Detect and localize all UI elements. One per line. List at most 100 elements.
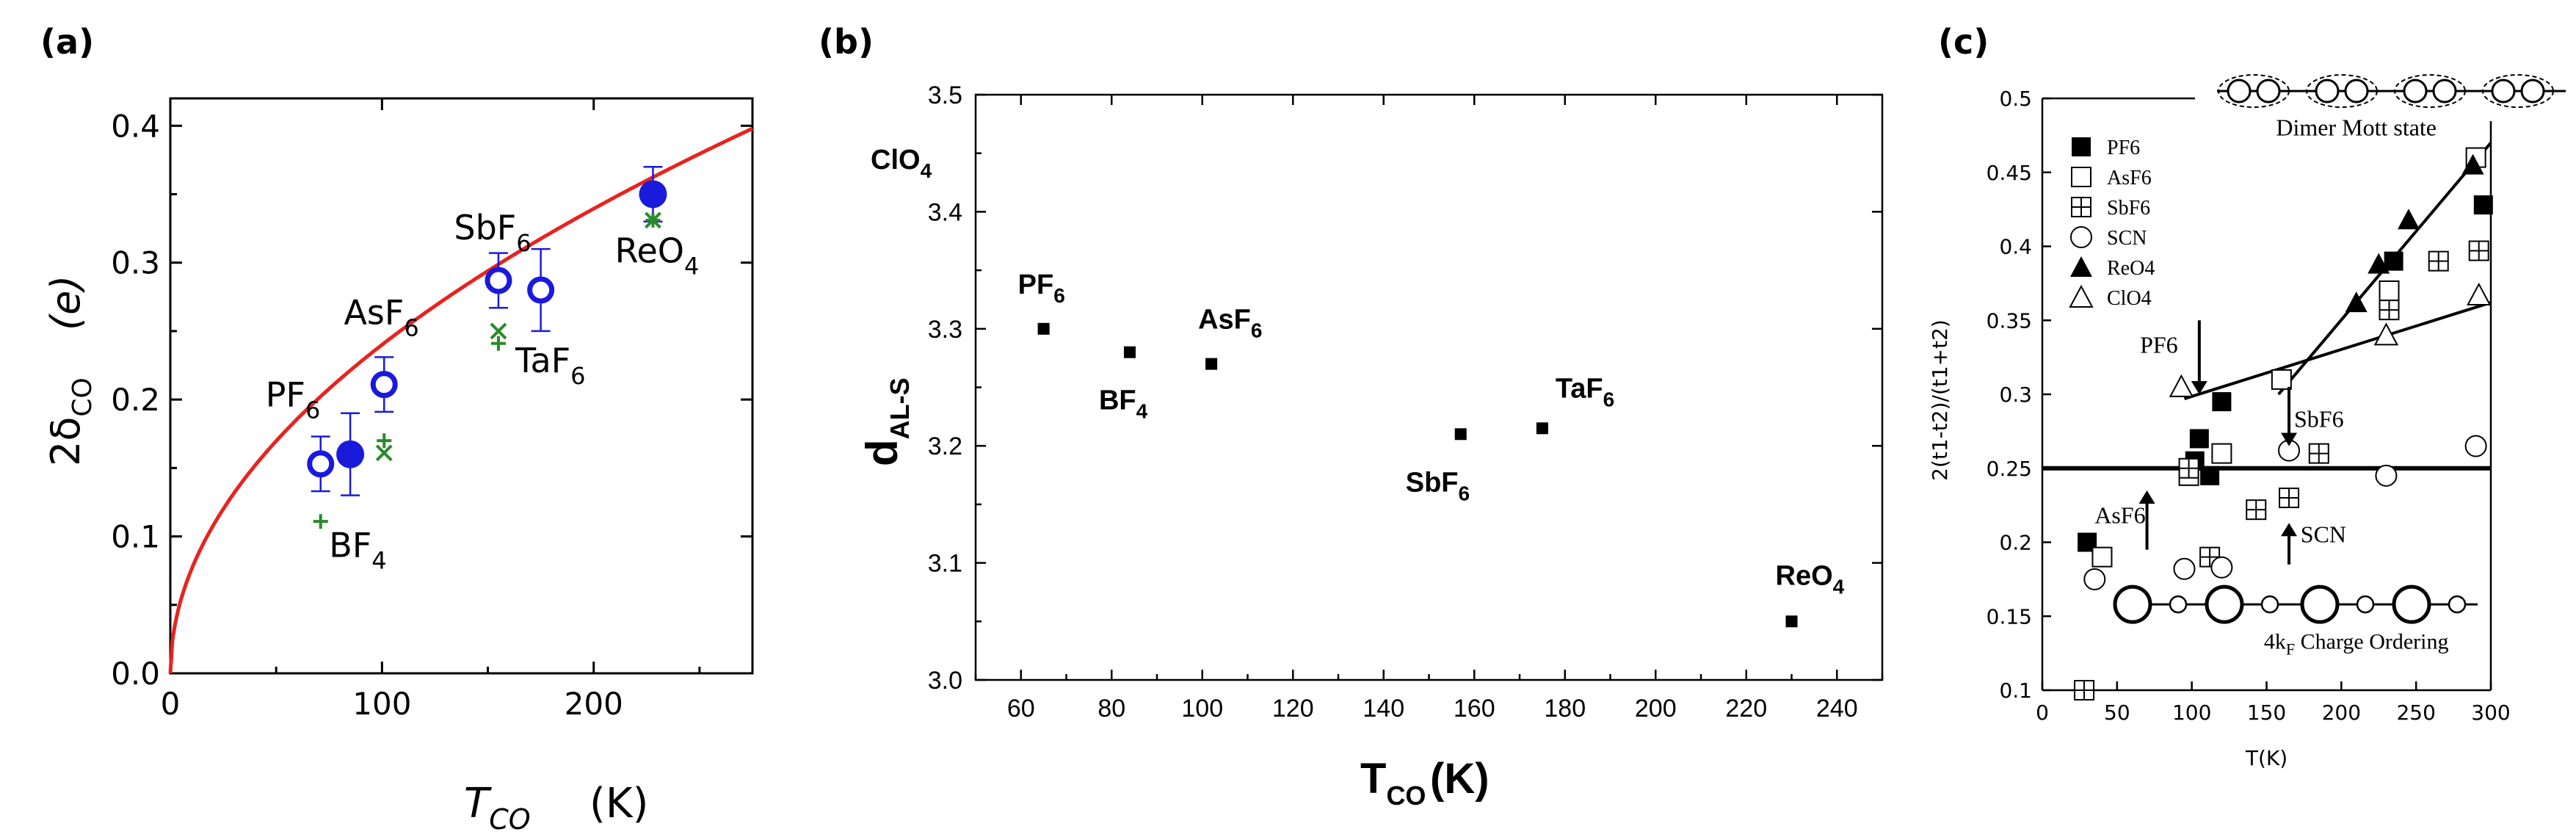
dimer-mott-schematic bbox=[2217, 74, 2566, 108]
dimer-site bbox=[2403, 79, 2428, 104]
x-tick-label: 300 bbox=[2471, 700, 2510, 725]
y-tick-label-text: 3.1 bbox=[928, 550, 962, 578]
marker-open-triangle bbox=[2467, 282, 2492, 305]
marker-open-square bbox=[2271, 369, 2292, 390]
x-tick-label-text: 250 bbox=[2396, 700, 2435, 725]
y-tick-label-text: 3.2 bbox=[928, 432, 962, 460]
charge-rich-site bbox=[2300, 584, 2340, 624]
dimer-site bbox=[2315, 79, 2340, 104]
y-axis-label-text: d bbox=[857, 439, 907, 466]
legend-entry: SbF6 bbox=[2107, 197, 2150, 220]
data-point-plus bbox=[490, 336, 506, 351]
point-label-subscript: 6 bbox=[1603, 388, 1615, 410]
y-tick-label: 3.2 bbox=[928, 432, 962, 460]
y-tick-label: 0.0 bbox=[111, 656, 160, 692]
annotation-label-text: 4k bbox=[2264, 630, 2286, 654]
annotation-label: SCN bbox=[2301, 521, 2346, 548]
y-axis-unit: (e) bbox=[43, 275, 89, 330]
x-tick-label-text: 50 bbox=[2104, 700, 2130, 725]
clo4-label-text: ClO bbox=[871, 145, 921, 175]
x-tick-label-text: 240 bbox=[1816, 695, 1858, 723]
charge-rich-site bbox=[2113, 584, 2152, 624]
charge-ordering-schematic bbox=[2113, 584, 2478, 624]
annotation-label: SbF6 bbox=[454, 208, 531, 257]
y-tick-label-text: 0.3 bbox=[1999, 383, 2032, 407]
x-axis-label: T(K) bbox=[2245, 746, 2287, 770]
x-tick-label-text: 100 bbox=[2172, 700, 2211, 725]
marker-boxed-plus-cross bbox=[2200, 547, 2220, 567]
marker-boxed-plus-cross bbox=[2379, 300, 2399, 320]
annotation-label-subscript: 4 bbox=[371, 547, 386, 575]
x-tick-label: 120 bbox=[1272, 695, 1314, 723]
x-axis-label-subscript: CO bbox=[489, 803, 530, 836]
charge-poor-site bbox=[2356, 595, 2375, 614]
x-axis-label: TCO bbox=[1360, 755, 1426, 811]
y-tick-label: 0.2 bbox=[111, 382, 160, 418]
panel-label-c: (c) bbox=[1938, 22, 1989, 62]
x-tick-label: 200 bbox=[1635, 695, 1677, 723]
y-axis-unit-text: (e) bbox=[43, 275, 89, 330]
y-tick-label: 3.4 bbox=[928, 198, 962, 226]
point-label-subscript: 6 bbox=[1251, 319, 1263, 342]
dimer-ellipse bbox=[2394, 74, 2466, 108]
y-tick-label: 3.0 bbox=[928, 667, 962, 695]
y-axis-label-text: 2(t1-t2)/(t1+t2) bbox=[1928, 319, 1952, 481]
marker-boxed-plus-cross bbox=[2309, 443, 2329, 463]
arrow-head bbox=[2281, 432, 2298, 446]
x-tick-label: 0 bbox=[2036, 700, 2049, 725]
marker-open-circle bbox=[2173, 557, 2196, 580]
point-label-subscript: 4 bbox=[1136, 400, 1148, 423]
y-tick-label-text: 0.0 bbox=[111, 656, 160, 692]
y-tick-label: 0.2 bbox=[1999, 531, 2032, 555]
x-tick-label-text: 0 bbox=[2036, 700, 2049, 725]
x-tick-label: 250 bbox=[2396, 700, 2435, 725]
data-point-open-circle bbox=[370, 371, 398, 399]
marker-open-circle bbox=[2070, 226, 2092, 248]
x-tick-label: 100 bbox=[352, 686, 411, 722]
data-point-open-circle bbox=[307, 450, 335, 478]
annotation-label: TaF6 bbox=[515, 341, 586, 390]
x-axis-label-subscript: CO bbox=[1386, 781, 1426, 811]
panel-c: (c) 0 50 100 150 200 250 300 0.1 0.15 0.2 0.25 0.3 0.… bbox=[1928, 22, 2566, 770]
x-tick-label: 100 bbox=[1181, 695, 1223, 723]
marker-boxed-plus-cross bbox=[2279, 488, 2299, 508]
x-tick-label: 140 bbox=[1363, 695, 1404, 723]
annotation-label: PF6 bbox=[266, 374, 321, 424]
marker-open-circle bbox=[2083, 568, 2106, 590]
x-tick-label-text: 300 bbox=[2471, 700, 2510, 725]
y-tick-label: 0.15 bbox=[1987, 604, 2032, 629]
point-label: SbF6 bbox=[1406, 467, 1470, 504]
point-label: BF4 bbox=[1099, 385, 1148, 423]
annotation-label-text: AsF bbox=[344, 293, 404, 333]
marker-open-square bbox=[2211, 443, 2232, 464]
fit-curve bbox=[168, 126, 754, 674]
annotation-label-text: TaF bbox=[515, 341, 570, 380]
data-point-plus bbox=[313, 514, 328, 529]
x-tick-label-text: 60 bbox=[1007, 695, 1035, 723]
annotation-label: BF4 bbox=[329, 526, 386, 575]
x-tick-label-text: 200 bbox=[2322, 700, 2361, 725]
y-tick-label-text: 3.0 bbox=[928, 667, 962, 695]
dimer-site bbox=[2344, 79, 2369, 104]
y-tick-label: 0.5 bbox=[1999, 87, 2032, 111]
y-axis-label-group: dAL-S bbox=[857, 377, 915, 466]
charge-poor-site bbox=[2448, 595, 2467, 614]
charge-rich-site bbox=[2205, 584, 2244, 624]
marker-open-circle bbox=[2464, 435, 2487, 457]
point-label-subscript: 6 bbox=[1053, 284, 1065, 307]
annotation-label: SbF6 bbox=[2294, 405, 2344, 432]
charge-poor-site bbox=[2169, 595, 2188, 614]
point-label: PF6 bbox=[1018, 269, 1065, 307]
legend-entry-text: ClO4 bbox=[2107, 287, 2152, 310]
marker-boxed-plus-cross bbox=[2075, 681, 2094, 700]
legend-entry-text: ReO4 bbox=[2107, 257, 2155, 280]
x-tick-label-text: 100 bbox=[352, 686, 411, 722]
y-tick-label: 0.4 bbox=[111, 108, 160, 144]
fit-line bbox=[2183, 301, 2492, 400]
marker-filled-triangle bbox=[2070, 256, 2092, 277]
clo4-label: ClO4 bbox=[871, 145, 932, 182]
y-tick-label: 0.3 bbox=[1999, 383, 2032, 407]
y-axis-label: 2δCO bbox=[43, 377, 98, 466]
x-axis-unit: (K) bbox=[589, 780, 648, 828]
